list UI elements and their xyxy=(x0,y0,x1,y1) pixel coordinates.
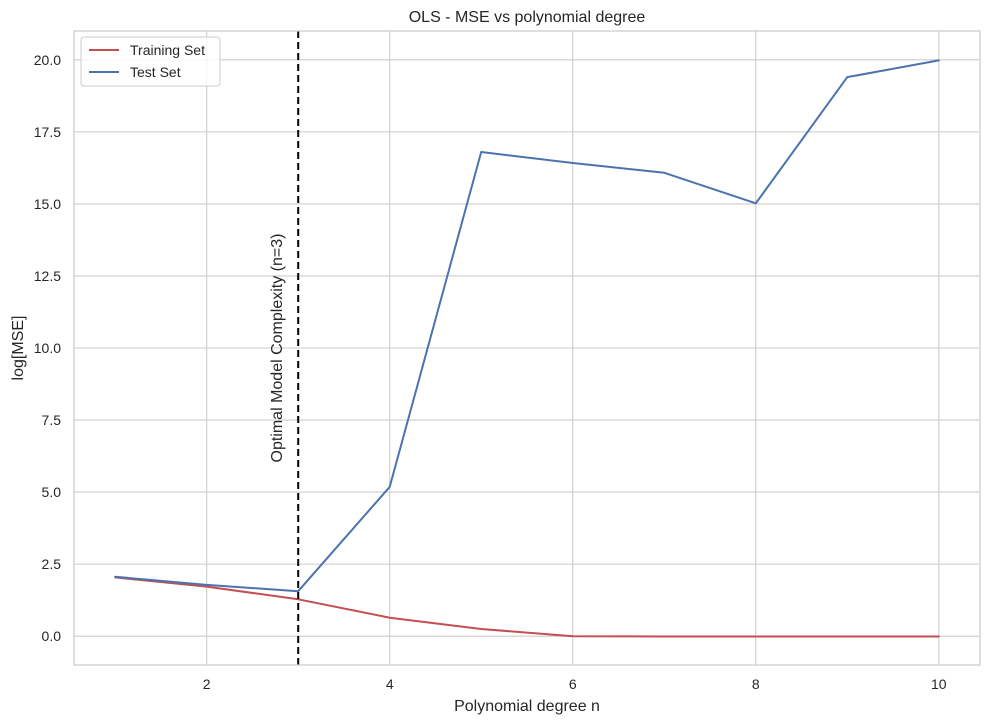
y-tick-label: 10.0 xyxy=(34,340,61,356)
y-tick-label: 0.0 xyxy=(42,628,62,644)
y-tick-label: 5.0 xyxy=(42,484,62,500)
y-tick-labels: 0.0 2.5 5.0 7.5 10.0 12.5 15.0 17.5 20.0 xyxy=(34,52,61,644)
x-tick-label: 10 xyxy=(931,676,947,692)
y-tick-label: 12.5 xyxy=(34,268,61,284)
y-axis-title: log[MSE] xyxy=(10,316,27,381)
series-line-training-set xyxy=(114,576,940,638)
legend: Training Set Test Set xyxy=(80,36,221,87)
series-line-test-set xyxy=(114,59,940,593)
y-tick-label: 2.5 xyxy=(42,556,62,572)
y-tick-label: 17.5 xyxy=(34,124,61,140)
series-lines xyxy=(114,59,940,638)
chart-title: OLS - MSE vs polynomial degree xyxy=(409,9,646,26)
grid xyxy=(74,31,980,665)
x-axis-title: Polynomial degree n xyxy=(454,698,600,715)
x-tick-label: 6 xyxy=(569,676,577,692)
y-tick-label: 15.0 xyxy=(34,196,61,212)
plot-frame xyxy=(73,30,981,666)
legend-label-test-set: Test Set xyxy=(130,64,181,80)
x-tick-label: 2 xyxy=(203,676,211,692)
x-tick-labels: 2 4 6 8 10 xyxy=(203,676,947,692)
optimal-complexity-label: Optimal Model Complexity (n=3) xyxy=(269,234,286,463)
x-tick-label: 4 xyxy=(386,676,394,692)
y-tick-label: 7.5 xyxy=(42,412,62,428)
legend-label-training-set: Training Set xyxy=(130,42,205,58)
optimal-complexity-marker: Optimal Model Complexity (n=3) xyxy=(269,31,300,665)
y-tick-label: 20.0 xyxy=(34,52,61,68)
x-tick-label: 8 xyxy=(752,676,760,692)
